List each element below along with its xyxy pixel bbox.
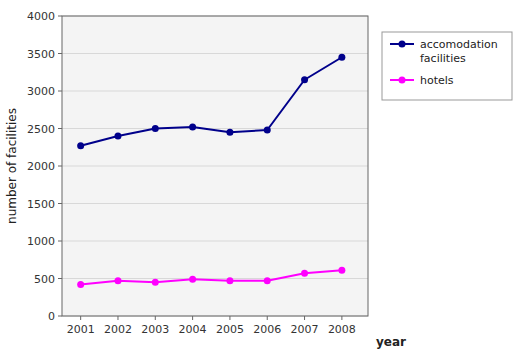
tick-label: 2007 bbox=[291, 323, 319, 336]
series-line bbox=[81, 270, 342, 284]
tick-label: 0 bbox=[48, 310, 55, 323]
point bbox=[226, 129, 233, 136]
grid-line bbox=[62, 166, 368, 167]
tick-mark bbox=[58, 166, 62, 167]
chart: 0 500 1000 1500 2000 2500 3000 3500 4000 2001 2002… bbox=[0, 0, 523, 361]
tick-label: 2003 bbox=[141, 323, 169, 336]
tick-mark bbox=[58, 91, 62, 92]
tick-label: 2001 bbox=[67, 323, 95, 336]
point bbox=[189, 124, 196, 131]
point bbox=[301, 270, 308, 277]
legend-marker bbox=[399, 77, 406, 84]
tick-label: 2006 bbox=[253, 323, 281, 336]
legend-label-line: hotels bbox=[420, 74, 454, 87]
series-line bbox=[81, 57, 342, 146]
tick-mark bbox=[58, 203, 62, 204]
grid-line bbox=[62, 91, 368, 92]
axis-label: number of facilities bbox=[5, 108, 19, 224]
tick-label: 1500 bbox=[27, 198, 55, 211]
tick-mark bbox=[58, 16, 62, 17]
tick-mark bbox=[341, 316, 342, 320]
legend-label-line: accomodation bbox=[420, 38, 498, 51]
legend-marker bbox=[399, 41, 406, 48]
tick-mark bbox=[80, 316, 81, 320]
tick-mark bbox=[192, 316, 193, 320]
plot-background bbox=[62, 16, 368, 316]
axis-label: year bbox=[376, 335, 406, 349]
tick-label: 500 bbox=[34, 273, 55, 286]
tick-label: 1000 bbox=[27, 235, 55, 248]
tick-label: 2500 bbox=[27, 123, 55, 136]
tick-mark bbox=[117, 316, 118, 320]
grid-line bbox=[62, 203, 368, 204]
legend-label: accomodationfacilities bbox=[420, 38, 498, 65]
grid-line bbox=[62, 278, 368, 279]
tick-mark bbox=[267, 316, 268, 320]
tick-label: 2002 bbox=[104, 323, 132, 336]
tick-label: 2004 bbox=[179, 323, 207, 336]
point bbox=[77, 281, 84, 288]
data-group bbox=[77, 54, 345, 288]
tick-label: 2008 bbox=[328, 323, 356, 336]
tick-mark bbox=[304, 316, 305, 320]
point bbox=[189, 276, 196, 283]
tick-label: 2005 bbox=[216, 323, 244, 336]
point bbox=[152, 125, 159, 132]
tick-label: 3500 bbox=[27, 48, 55, 61]
tick-label: 3000 bbox=[27, 85, 55, 98]
point bbox=[152, 279, 159, 286]
tick-mark bbox=[58, 241, 62, 242]
point bbox=[114, 133, 121, 140]
legend-label-line: facilities bbox=[420, 52, 466, 65]
tick-mark bbox=[229, 316, 230, 320]
tick-mark bbox=[58, 128, 62, 129]
point bbox=[338, 267, 345, 274]
point bbox=[114, 277, 121, 284]
grid-line bbox=[62, 128, 368, 129]
point bbox=[264, 127, 271, 134]
point bbox=[264, 277, 271, 284]
tick-label: 4000 bbox=[27, 10, 55, 23]
tick-mark bbox=[58, 53, 62, 54]
point bbox=[226, 277, 233, 284]
legend-box bbox=[382, 32, 512, 100]
tick-label: 2000 bbox=[27, 160, 55, 173]
grid-line bbox=[62, 241, 368, 242]
plot-frame bbox=[62, 16, 368, 316]
point bbox=[77, 142, 84, 149]
legend: accomodationfacilities hotels bbox=[382, 32, 512, 100]
grid-line bbox=[62, 53, 368, 54]
tick-mark bbox=[155, 316, 156, 320]
legend-label: hotels bbox=[420, 74, 454, 87]
point bbox=[301, 76, 308, 83]
tick-mark bbox=[58, 316, 62, 317]
tick-mark bbox=[58, 278, 62, 279]
point bbox=[338, 54, 345, 61]
